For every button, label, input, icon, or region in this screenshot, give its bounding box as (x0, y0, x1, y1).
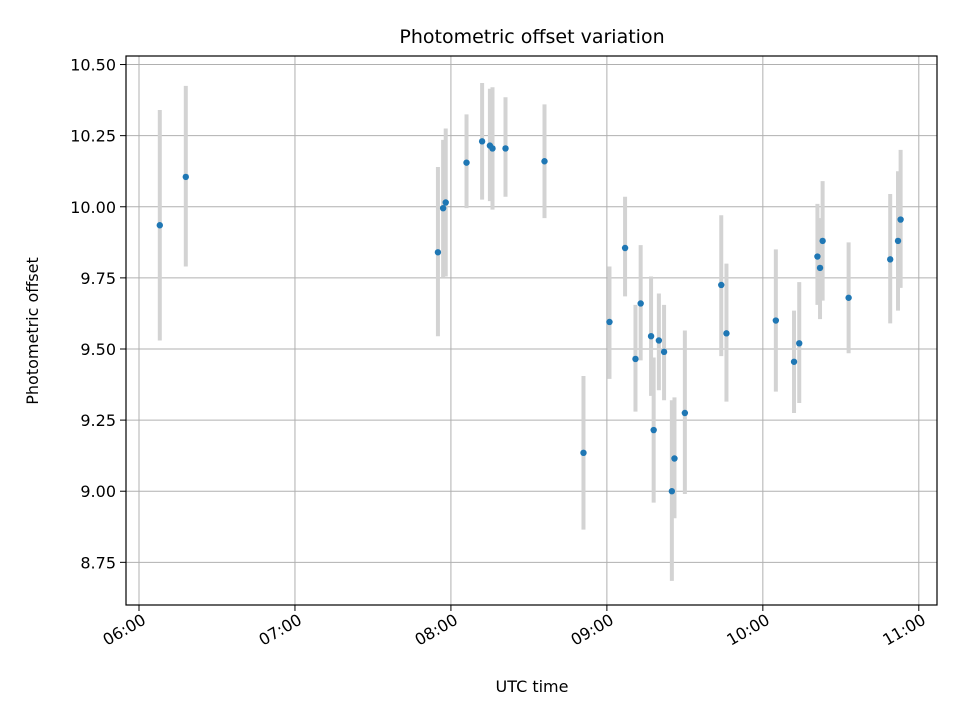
data-point (772, 317, 780, 324)
data-point (816, 264, 824, 272)
data-points (156, 138, 904, 495)
grid-lines (126, 56, 937, 605)
data-point (647, 332, 655, 340)
data-point (632, 355, 639, 363)
data-point (463, 159, 470, 166)
data-point (845, 294, 852, 301)
data-point (819, 237, 826, 245)
data-point (814, 253, 821, 260)
data-point (502, 145, 509, 152)
data-point (156, 222, 163, 229)
y-tick-label: 9.00 (80, 482, 116, 501)
data-point (434, 249, 442, 256)
y-tick-label: 9.25 (80, 411, 116, 430)
data-point (894, 237, 902, 245)
data-point (655, 337, 663, 344)
data-point (790, 358, 798, 365)
data-point (606, 318, 613, 326)
data-point (489, 145, 496, 152)
y-axis-ticks: 8.75 9.00 9.25 9.50 9.75 10.00 10.25 10.50 (70, 56, 126, 572)
data-point (182, 173, 189, 181)
data-point (439, 204, 447, 212)
y-tick-label: 9.75 (80, 269, 116, 288)
data-point (887, 256, 894, 263)
data-point (681, 409, 689, 417)
data-point (660, 348, 668, 356)
y-axis-label: Photometric offset (23, 257, 42, 405)
data-point (723, 330, 730, 337)
y-tick-label: 10.00 (70, 198, 116, 217)
data-point (796, 340, 803, 347)
plot-frame (125, 55, 938, 606)
data-point (580, 449, 587, 457)
data-point (718, 281, 725, 289)
data-point (637, 300, 644, 307)
x-axis-label: UTC time (496, 677, 569, 696)
data-point (671, 455, 678, 462)
data-point (442, 199, 449, 206)
data-point (897, 216, 904, 223)
chart-title: Photometric offset variation (399, 26, 664, 48)
y-tick-label: 9.50 (80, 340, 116, 359)
y-tick-label: 10.25 (70, 127, 116, 146)
data-point (621, 244, 629, 252)
data-point (541, 158, 548, 165)
y-tick-label: 8.75 (80, 553, 116, 572)
y-tick-label: 10.50 (70, 56, 116, 75)
data-point (478, 138, 486, 145)
data-point (668, 488, 676, 495)
data-point (650, 426, 657, 434)
